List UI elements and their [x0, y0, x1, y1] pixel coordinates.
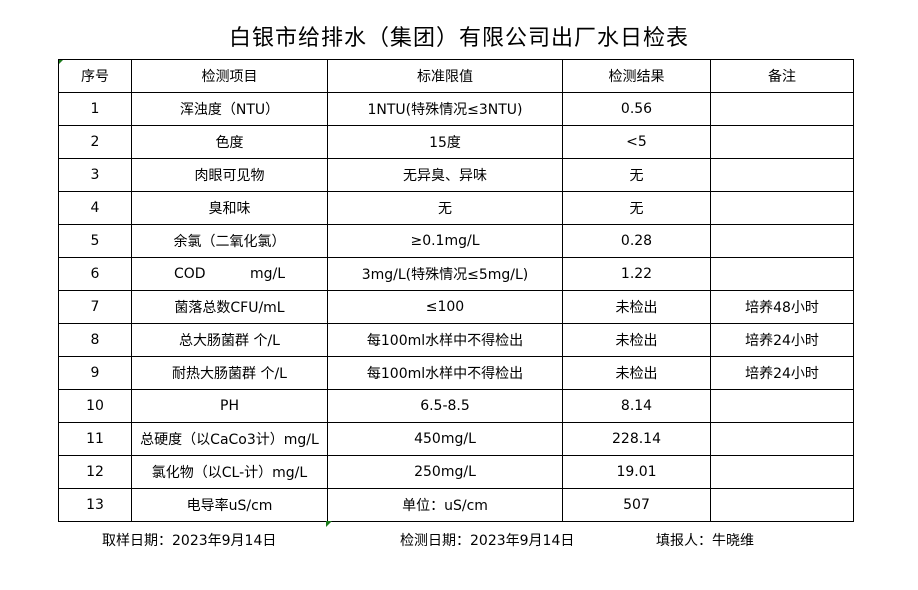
- table-cell[interactable]: 肉眼可见物: [131, 158, 328, 192]
- table-cell[interactable]: 11: [58, 422, 132, 456]
- table-cell[interactable]: 0.28: [562, 224, 711, 258]
- table-cell[interactable]: 未检出: [562, 356, 711, 390]
- table-cell[interactable]: 1NTU(特殊情况≤3NTU): [327, 92, 563, 126]
- table-cell[interactable]: [710, 257, 854, 291]
- table-cell[interactable]: 7: [58, 290, 132, 324]
- table-cell[interactable]: 无: [327, 191, 563, 225]
- table-row: 4 臭和味无无: [58, 191, 854, 225]
- table-cell[interactable]: 浑浊度（NTU）: [131, 92, 328, 126]
- table-row: 9 耐热大肠菌群 个/L 每100ml水样中不得检出 未检出 培养24小时: [58, 356, 854, 390]
- table-cell[interactable]: [710, 422, 854, 456]
- table-cell[interactable]: 总大肠菌群 个/L: [131, 323, 328, 357]
- table-cell[interactable]: 8: [58, 323, 132, 357]
- table-cell[interactable]: [710, 191, 854, 225]
- table-cell[interactable]: 培养48小时: [710, 290, 854, 324]
- table-cell[interactable]: COD mg/L: [131, 257, 328, 291]
- table-cell[interactable]: 无: [562, 191, 711, 225]
- inspection-table: 序号 检测项目 标准限值 检测结果 备注 1 浑浊度（NTU） 1NTU(特殊情况≤…: [58, 59, 854, 522]
- table-row: 8 总大肠菌群 个/L 每100ml水样中不得检出 未检出 培养24小时: [58, 323, 854, 357]
- table-cell[interactable]: 6.5-8.5: [327, 389, 563, 423]
- table-cell[interactable]: 未检出: [562, 323, 711, 357]
- header-cell[interactable]: 序号: [58, 59, 132, 93]
- table-cell[interactable]: 450mg/L: [327, 422, 563, 456]
- page-title: 白银市给排水（集团）有限公司出厂水日检表: [228, 26, 689, 51]
- table-cell[interactable]: 余氯（二氧化氯）: [131, 224, 328, 258]
- table-cell[interactable]: [710, 389, 854, 423]
- table-row: 12 氯化物（以CL-计）mg/L 250mg/L 19.01: [58, 455, 854, 489]
- table-cell[interactable]: 8.14: [562, 389, 711, 423]
- table-cell[interactable]: 6: [58, 257, 132, 291]
- table-cell[interactable]: [710, 455, 854, 489]
- table-cell[interactable]: 电导率uS/cm: [131, 488, 328, 522]
- table-cell[interactable]: 培养24小时: [710, 356, 854, 390]
- table-cell[interactable]: ≥0.1mg/L: [327, 224, 563, 258]
- table-cell[interactable]: 9: [58, 356, 132, 390]
- table-cell[interactable]: [710, 224, 854, 258]
- header-cell[interactable]: 备注: [710, 59, 854, 93]
- table-cell[interactable]: [710, 488, 854, 522]
- table-cell[interactable]: 12: [58, 455, 132, 489]
- sample-date: 取样日期：2023年9月14日: [102, 533, 277, 549]
- table-row: 3 肉眼可见物 无异臭、异味无: [58, 158, 854, 192]
- table-cell[interactable]: 总硬度（以CaCo3计）mg/L: [131, 422, 328, 456]
- table-cell[interactable]: 5: [58, 224, 132, 258]
- table-cell[interactable]: 15度: [327, 125, 563, 159]
- table-cell[interactable]: 耐热大肠菌群 个/L: [131, 356, 328, 390]
- table-cell[interactable]: [710, 125, 854, 159]
- table-cell[interactable]: 菌落总数CFU/mL: [131, 290, 328, 324]
- table-row: 13 电导率uS/cm 单位：uS/cm 507: [58, 488, 854, 522]
- table-row: 11 总硬度（以CaCo3计）mg/L 450mg/L 228.14: [58, 422, 854, 456]
- table-cell[interactable]: 228.14: [562, 422, 711, 456]
- reporter: 填报人：牛晓维: [656, 533, 754, 549]
- test-date: 检测日期：2023年9月14日: [400, 533, 575, 549]
- header-row: 序号 检测项目 标准限值 检测结果 备注: [58, 59, 854, 93]
- table-cell[interactable]: 单位：uS/cm: [327, 488, 563, 522]
- table-cell[interactable]: PH: [131, 389, 328, 423]
- table-row: 5 余氯（二氧化氯） ≥0.1mg/L 0.28: [58, 224, 854, 258]
- header-cell[interactable]: 检测结果: [562, 59, 711, 93]
- table-cell[interactable]: 10: [58, 389, 132, 423]
- table-cell[interactable]: 色度: [131, 125, 328, 159]
- table-cell[interactable]: 250mg/L: [327, 455, 563, 489]
- table-cell[interactable]: 0.56: [562, 92, 711, 126]
- table-row: 2 色度 15度 <5: [58, 125, 854, 159]
- table-cell[interactable]: 无: [562, 158, 711, 192]
- table-cell[interactable]: 2: [58, 125, 132, 159]
- table-row: 10 PH 6.5-8.5 8.14: [58, 389, 854, 423]
- table-cell[interactable]: 3mg/L(特殊情况≤5mg/L): [327, 257, 563, 291]
- table-cell[interactable]: 臭和味: [131, 191, 328, 225]
- table-cell[interactable]: 1.22: [562, 257, 711, 291]
- table-cell[interactable]: [710, 158, 854, 192]
- table-cell[interactable]: 13: [58, 488, 132, 522]
- table-cell[interactable]: <5: [562, 125, 711, 159]
- table-cell[interactable]: 未检出: [562, 290, 711, 324]
- table-cell[interactable]: 每100ml水样中不得检出: [327, 356, 563, 390]
- table-cell[interactable]: 1: [58, 92, 132, 126]
- table-row: 1 浑浊度（NTU） 1NTU(特殊情况≤3NTU) 0.56: [58, 92, 854, 126]
- table-cell[interactable]: ≤100: [327, 290, 563, 324]
- table-cell[interactable]: 3: [58, 158, 132, 192]
- table-cell[interactable]: 培养24小时: [710, 323, 854, 357]
- table-cell[interactable]: 每100ml水样中不得检出: [327, 323, 563, 357]
- cell-marker: [326, 521, 332, 527]
- table-cell[interactable]: 氯化物（以CL-计）mg/L: [131, 455, 328, 489]
- table-row: 7 菌落总数CFU/mL ≤100 未检出 培养48小时: [58, 290, 854, 324]
- header-cell[interactable]: 标准限值: [327, 59, 563, 93]
- table-row: 6 COD mg/L 3mg/L(特殊情况≤5mg/L) 1.22: [58, 257, 854, 291]
- table-cell[interactable]: 无异臭、异味: [327, 158, 563, 192]
- table-cell[interactable]: [710, 92, 854, 126]
- table-cell[interactable]: 507: [562, 488, 711, 522]
- table-cell[interactable]: 19.01: [562, 455, 711, 489]
- header-cell[interactable]: 检测项目: [131, 59, 328, 93]
- table-cell[interactable]: 4: [58, 191, 132, 225]
